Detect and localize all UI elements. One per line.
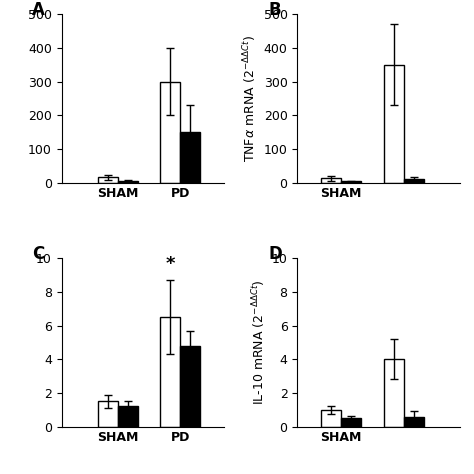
Bar — [160, 317, 181, 427]
Bar — [181, 132, 201, 182]
Bar — [321, 410, 341, 427]
Bar — [98, 177, 118, 182]
Text: D: D — [268, 245, 282, 263]
Text: *: * — [165, 255, 175, 273]
Bar — [118, 181, 138, 182]
Bar — [160, 82, 181, 182]
Text: A: A — [32, 1, 45, 19]
Bar — [341, 418, 361, 427]
Text: C: C — [32, 245, 45, 263]
Bar — [118, 406, 138, 427]
Bar — [341, 181, 361, 182]
Y-axis label: IL-10 mRNA (2$^{-\Delta\Delta Ct}$): IL-10 mRNA (2$^{-\Delta\Delta Ct}$) — [250, 280, 267, 405]
Text: B: B — [268, 1, 281, 19]
Y-axis label: TNF$\alpha$ mRNA (2$^{-\Delta\Delta Ct}$): TNF$\alpha$ mRNA (2$^{-\Delta\Delta Ct}$… — [242, 35, 259, 162]
Bar — [383, 65, 403, 182]
Bar — [181, 346, 201, 427]
Bar — [321, 178, 341, 182]
Bar — [383, 359, 403, 427]
Bar — [98, 401, 118, 427]
Bar — [403, 179, 424, 182]
Bar — [403, 417, 424, 427]
